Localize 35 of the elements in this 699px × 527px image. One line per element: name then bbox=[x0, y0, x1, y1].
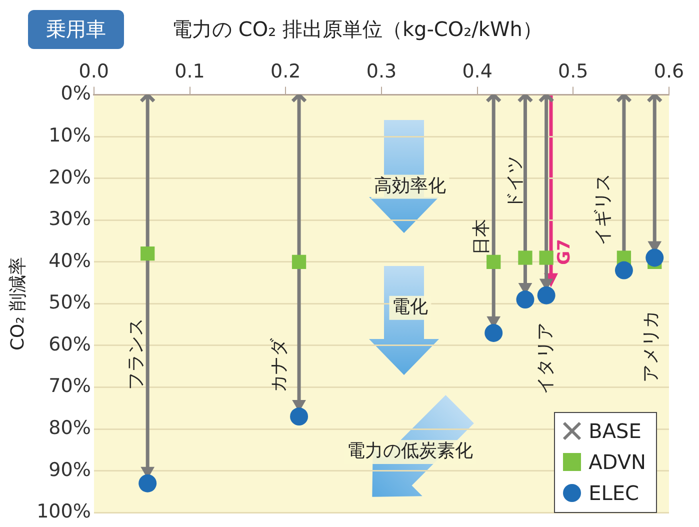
annotation: イタリア bbox=[534, 322, 556, 394]
x-tick-label: 0.6 bbox=[654, 60, 684, 82]
annotation: ドイツ bbox=[504, 156, 526, 210]
x-tick-label: 0.0 bbox=[78, 60, 110, 82]
legend-label: ELEC bbox=[588, 481, 640, 506]
legend-label: BASE bbox=[588, 419, 642, 444]
y-tick-label: 100% bbox=[36, 500, 91, 523]
y-tick-label: 40% bbox=[48, 250, 91, 272]
annotation: イギリス bbox=[592, 173, 614, 246]
y-tick-label: 80% bbox=[48, 416, 91, 439]
x-tick-label: 0.1 bbox=[174, 60, 205, 82]
annotation: アメリカ bbox=[640, 310, 662, 383]
annotation: 日本 bbox=[470, 218, 492, 255]
annotation: 電力の低炭素化 bbox=[347, 440, 474, 462]
annotation: G7 bbox=[554, 239, 575, 265]
chart-title: 乗用車 bbox=[28, 10, 124, 49]
y-tick-label: 90% bbox=[48, 458, 91, 481]
y-tick-label: 30% bbox=[48, 208, 91, 230]
y-tick-label: 0% bbox=[60, 82, 91, 105]
annotation: 電化 bbox=[392, 296, 428, 318]
y-tick-label: 70% bbox=[48, 375, 91, 398]
x-tick-label: 0.2 bbox=[270, 60, 301, 82]
legend-label: ADVN bbox=[588, 450, 646, 474]
y-axis-title: CO₂ 削減率 bbox=[7, 256, 28, 351]
x-tick-label: 0.3 bbox=[366, 60, 397, 82]
x-tick-label: 0.5 bbox=[558, 60, 588, 82]
y-tick-label: 50% bbox=[48, 292, 91, 314]
annotation: 高効率化 bbox=[374, 175, 446, 196]
x-axis-title: 電力の CO₂ 排出原単位（kg-CO₂/kWh） bbox=[172, 16, 542, 43]
annotation: フランス bbox=[126, 318, 147, 390]
y-tick-label: 10% bbox=[48, 124, 91, 147]
y-tick-label: 60% bbox=[48, 333, 91, 356]
annotation: カナダ bbox=[268, 338, 290, 393]
x-tick-label: 0.4 bbox=[462, 60, 492, 82]
y-tick-label: 20% bbox=[48, 166, 91, 188]
